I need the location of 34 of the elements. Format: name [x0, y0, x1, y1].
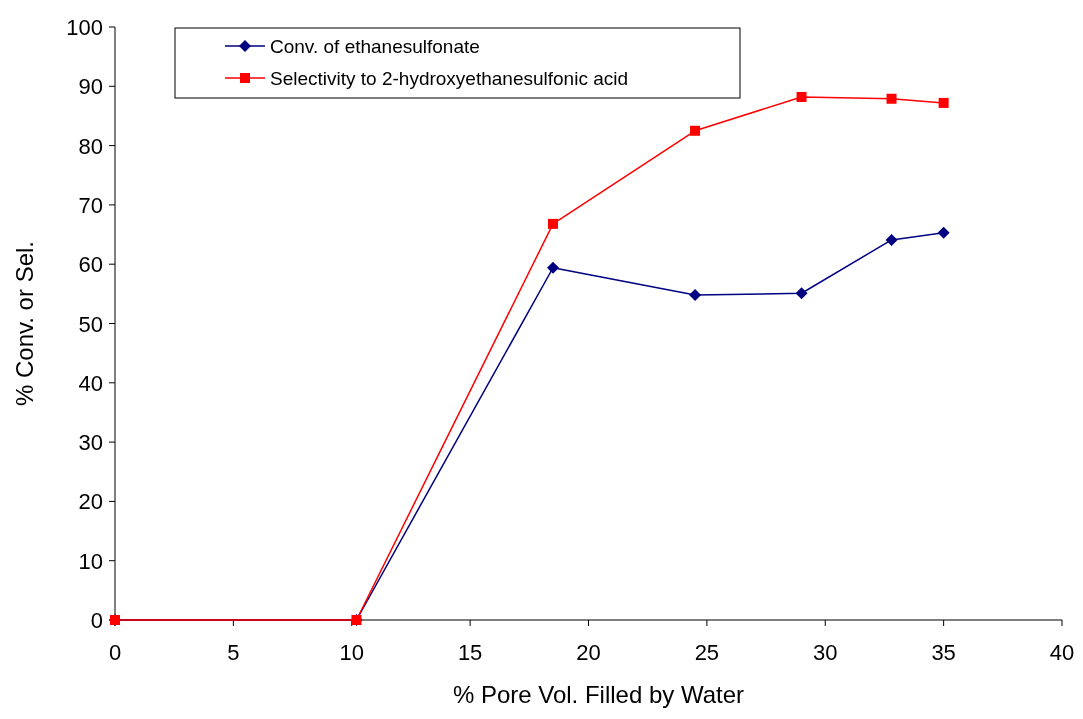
- point: [885, 233, 898, 246]
- y-tick-label: 100: [66, 15, 103, 40]
- y-tick-label: 20: [78, 489, 103, 515]
- x-axis-title: % Pore Vol. Filled by Water: [452, 681, 745, 708]
- point: [937, 226, 950, 239]
- x-tick-label: 30: [813, 640, 838, 665]
- y-tick-label: 70: [78, 192, 103, 218]
- legend-label: Selectivity to 2-hydroxyethanesulfonic acid: [270, 68, 629, 89]
- y-axis-title: % Conv. or Sel.: [11, 241, 38, 406]
- x-tick-label: 40: [1049, 640, 1075, 665]
- y-tick-label: 80: [78, 133, 103, 159]
- point: [795, 287, 808, 300]
- y-tick-label: 90: [78, 74, 103, 100]
- y-tick-label: 30: [78, 430, 103, 456]
- x-tick-label: 5: [227, 640, 240, 665]
- point: [796, 91, 807, 102]
- legend-label: Conv. of ethanesulfonate: [270, 36, 480, 57]
- x-tick-label: 25: [694, 640, 720, 665]
- y-tick-label: 40: [78, 370, 103, 396]
- x-tick-label: 20: [576, 640, 601, 665]
- y-tick-label: 10: [78, 548, 103, 574]
- point: [690, 125, 701, 136]
- y-tick-label: 50: [78, 311, 103, 337]
- y-tick-label: 0: [90, 608, 103, 633]
- point: [689, 289, 702, 302]
- point: [547, 218, 558, 229]
- point: [886, 93, 897, 104]
- x-tick-label: 15: [457, 640, 483, 665]
- x-tick-label: 0: [108, 640, 122, 665]
- x-tick-label: 35: [931, 640, 956, 665]
- x-tick-label: 10: [339, 640, 364, 665]
- point: [938, 97, 949, 108]
- y-tick-label: 60: [78, 252, 103, 278]
- point: [546, 261, 559, 274]
